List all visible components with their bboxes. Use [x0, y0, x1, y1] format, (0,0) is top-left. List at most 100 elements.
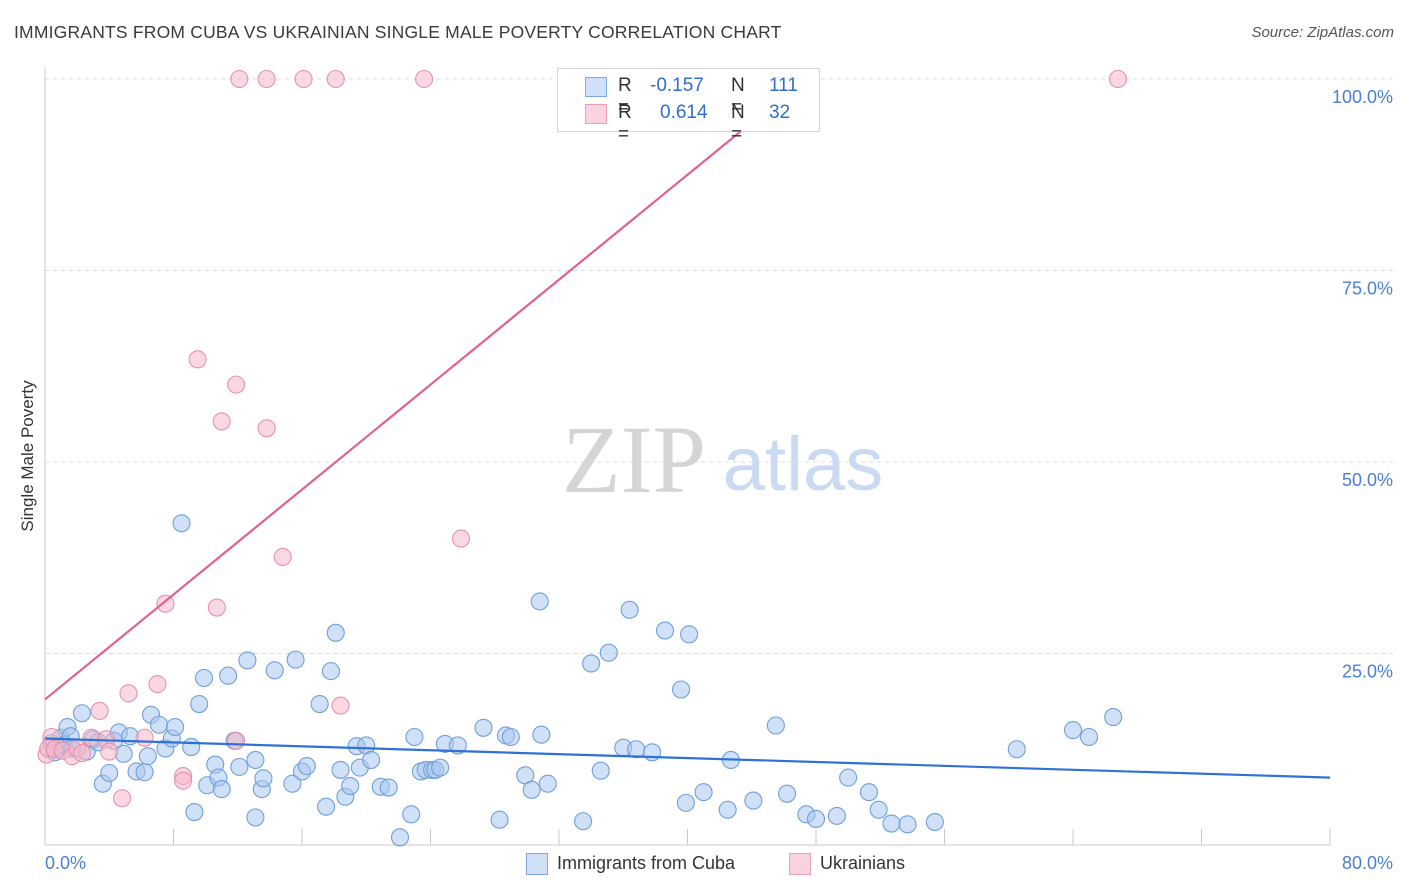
cuba-point: [172, 514, 191, 533]
cuba-point: [718, 800, 737, 819]
ukrainian-point: [207, 598, 226, 617]
cuba-point: [869, 800, 888, 819]
cuba-point: [898, 815, 917, 834]
cuba-point: [1080, 727, 1099, 747]
cuba-point: [744, 791, 763, 810]
cuba-point: [778, 784, 797, 803]
ukrainian-point: [230, 69, 249, 89]
y-axis-label: Single Male Poverty: [18, 380, 37, 532]
legend-swatch-cuba: [585, 77, 607, 97]
cuba-point: [254, 769, 273, 788]
ukrainian-point: [90, 701, 109, 721]
ukrainian-point: [148, 675, 167, 694]
ukrainian-point: [135, 728, 154, 747]
ukrainian-point: [119, 684, 138, 703]
cuba-point: [317, 797, 336, 816]
cuba-point: [694, 783, 713, 802]
axes: [44, 67, 1331, 846]
cuba-point: [182, 737, 201, 757]
cuba-point: [538, 774, 557, 793]
cuba-point: [402, 805, 421, 824]
cuba-point: [135, 763, 154, 782]
cuba-point: [238, 651, 257, 670]
cuba-point: [925, 812, 944, 832]
legend-swatch-ukrainians: [585, 104, 607, 124]
cuba-point: [448, 736, 467, 755]
cuba-point: [574, 812, 593, 831]
cuba-point: [219, 666, 238, 685]
y-tick-label: 25.0%: [1342, 662, 1393, 682]
cuba-point: [212, 780, 231, 799]
ukrainian-point: [326, 69, 345, 89]
cuba-point: [72, 704, 91, 723]
cuba-point: [591, 761, 610, 780]
ukrainian-point: [100, 742, 119, 761]
ukrainian-point: [294, 69, 313, 89]
legend-r-label: R =: [618, 102, 632, 145]
cuba-point: [286, 650, 305, 669]
ukrainian-point: [72, 744, 91, 763]
y-tick-label: 75.0%: [1342, 279, 1393, 299]
cuba-point: [310, 695, 329, 714]
cuba-point: [474, 718, 493, 737]
cuba-point: [676, 793, 695, 812]
cuba-point: [149, 715, 169, 734]
ukrainian-point: [415, 69, 434, 89]
cuba-point: [530, 592, 549, 611]
cuba-point: [1104, 708, 1123, 727]
legend-r-label: R =: [618, 75, 632, 118]
ukrainian-point: [451, 529, 471, 548]
cuba-point: [246, 750, 265, 770]
trend-lines: [44, 78, 1331, 779]
cuba-point: [331, 760, 350, 779]
x-tick-label: 80.0%: [1342, 853, 1393, 873]
cuba-point: [166, 717, 185, 737]
cuba-point: [390, 828, 410, 847]
ukrainian-point: [156, 594, 175, 613]
cuba-point: [806, 809, 826, 829]
cuba-point: [138, 747, 157, 766]
chart-title: IMMIGRANTS FROM CUBA VS UKRAINIAN SINGLE…: [14, 22, 782, 42]
bottom-legend-label-cuba: Immigrants from Cuba: [557, 853, 736, 873]
cuba-point: [882, 814, 901, 833]
tick-labels: 100.0% 75.0% 50.0% 25.0% 0.0% 80.0%: [45, 87, 1393, 873]
cuba-point: [100, 763, 119, 783]
cuba-point: [326, 623, 345, 642]
cuba-point: [341, 776, 360, 796]
cuba-point: [582, 654, 601, 673]
x-tick-label: 0.0%: [45, 853, 86, 873]
ukrainian-point: [273, 547, 292, 567]
cuba-point: [1063, 721, 1083, 740]
ukrainian-point: [227, 731, 246, 750]
ukrainian-point: [174, 771, 193, 790]
ukrainian-point: [212, 412, 231, 431]
cuba-point: [405, 727, 424, 747]
source-label: Source: ZipAtlas.com: [1251, 24, 1394, 41]
cuba-point: [297, 757, 316, 776]
cuba-point: [501, 727, 520, 747]
cuba-point: [655, 621, 675, 640]
cuba-point: [1007, 740, 1026, 759]
cuba-point: [532, 725, 551, 744]
y-tick-label: 50.0%: [1342, 470, 1393, 490]
legend-n-label: N =: [731, 75, 745, 118]
ukrainian-point: [188, 350, 207, 369]
cuba-point: [620, 600, 639, 619]
bottom-legend-swatch-cuba: [526, 853, 548, 875]
cuba-point: [321, 662, 340, 681]
ukrainian-point: [257, 69, 276, 89]
bottom-legend-swatch-ukrainians: [789, 853, 811, 875]
cuba-point: [362, 750, 381, 770]
cuba-trend-line: [44, 737, 1331, 779]
cuba-point: [859, 783, 879, 802]
ukrainian-point: [331, 696, 350, 715]
ukrainian-trend-line: [44, 78, 806, 701]
cuba-point: [522, 780, 541, 799]
cuba-point: [680, 625, 699, 644]
ukrainian-point: [113, 789, 132, 808]
cuba-point: [827, 806, 846, 825]
cuba-point: [190, 695, 209, 714]
watermark-zip: ZIP: [562, 406, 706, 513]
grid-lines: [45, 78, 1393, 654]
cuba-point: [490, 810, 509, 829]
